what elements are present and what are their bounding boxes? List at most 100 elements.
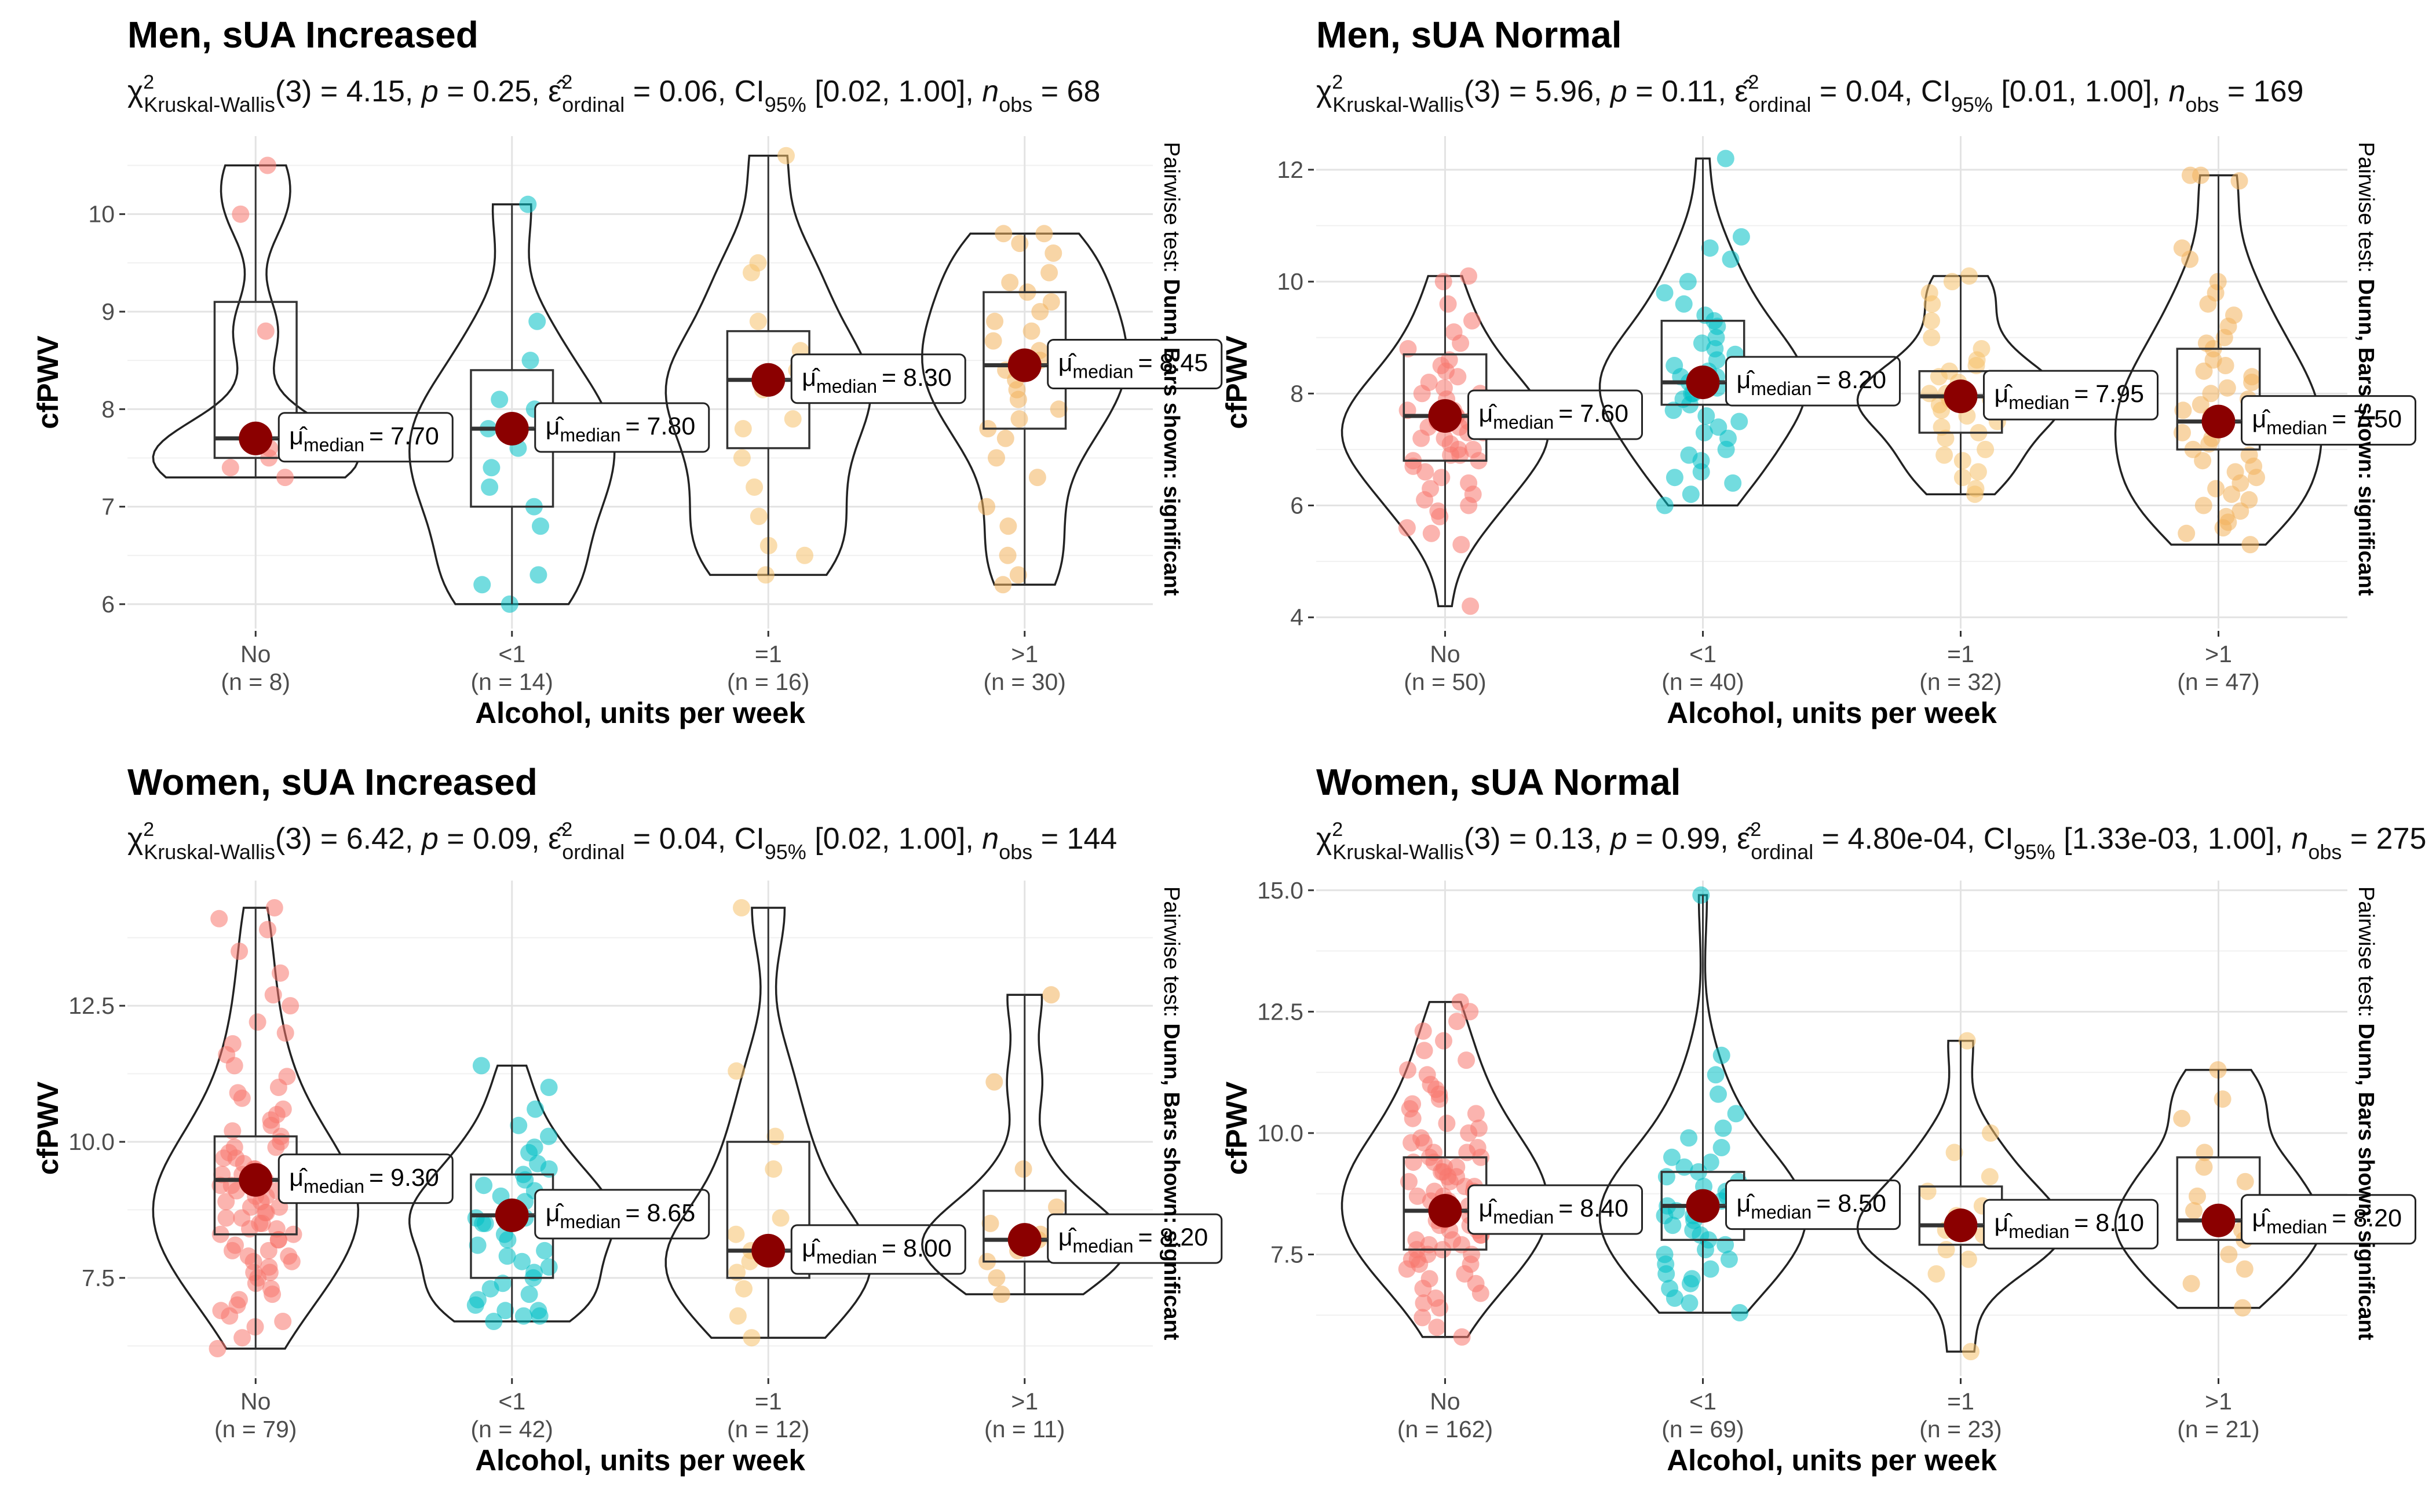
median-label-text: μ̂median = 8.20 [1737, 366, 1886, 399]
side-caption: Pairwise test: Dunn, Bars shown: signifi… [2354, 142, 2378, 596]
median-point [1944, 1208, 1978, 1243]
y-tick-label: 7.5 [82, 1265, 115, 1291]
data-point [1460, 267, 1477, 285]
data-point [1969, 463, 1987, 481]
chi-superscript: 2 [1332, 819, 1343, 841]
data-point [1441, 1173, 1459, 1190]
data-point [1048, 1198, 1065, 1216]
data-point [2181, 250, 2199, 268]
data-point [1977, 440, 1995, 458]
p-symbol: p [421, 75, 439, 108]
median-point [2201, 404, 2236, 439]
mu-subscript: median [1493, 1207, 1554, 1228]
data-point [1937, 1241, 1955, 1259]
caption-prefix: Pairwise test: [1159, 886, 1184, 1024]
mu-subscript: median [1493, 412, 1554, 433]
data-point [728, 1263, 746, 1281]
data-point [472, 1057, 490, 1075]
data-point [476, 1214, 494, 1232]
median-label-leader [1040, 363, 1048, 366]
median-label-leader [272, 1178, 279, 1181]
median-label: μ̂median = 8.30 [784, 353, 966, 404]
data-point [1657, 1168, 1675, 1186]
epsilon-subscript: ordinal [562, 840, 624, 864]
data-point [728, 1062, 746, 1080]
median-label-text: μ̂median = 7.60 [1479, 400, 1628, 433]
data-point [992, 1285, 1010, 1303]
data-point [481, 1280, 499, 1298]
data-point [2173, 1109, 2191, 1127]
data-point [986, 312, 1004, 330]
median-label-text: μ̂median = 8.20 [2252, 1204, 2402, 1237]
data-point [988, 449, 1005, 467]
data-point [1958, 1032, 1976, 1050]
x-tick-label: No [1430, 1388, 1460, 1415]
median-label: μ̂median = 8.50 [1719, 1179, 1901, 1230]
median-point [1944, 379, 1978, 414]
data-point [766, 1127, 784, 1145]
data-point [532, 517, 549, 535]
median-label-text: μ̂median = 7.70 [289, 422, 439, 455]
median-label-leader [2234, 1218, 2242, 1221]
median-label-box [2241, 1194, 2416, 1245]
mu-subscript: median [304, 434, 364, 455]
y-tick-label: 10.0 [68, 1128, 115, 1155]
panel-title: Men, sUA Normal [1316, 14, 1622, 56]
data-point [749, 312, 767, 330]
data-point [276, 469, 294, 487]
median-point [751, 363, 786, 397]
data-point [1663, 1148, 1681, 1166]
x-axis-label: Alcohol, units per week [1667, 1444, 1997, 1477]
panel-subtitle: χ2 Kruskal-Wallis(3) = 0.13, p = 0.99, ε̂… [1316, 819, 2426, 864]
x-tick-count: (n = 16) [727, 669, 809, 695]
median-label-leader [784, 1248, 792, 1251]
chi-subscript: Kruskal-Wallis [144, 840, 275, 864]
caption-prefix: Pairwise test: [2354, 142, 2378, 279]
data-point [1707, 1066, 1725, 1084]
data-point [999, 546, 1017, 564]
median-label-leader [1040, 1238, 1048, 1241]
sample-size: = 68 [1032, 75, 1100, 108]
data-point [727, 1225, 745, 1243]
data-point [510, 1116, 528, 1134]
data-point [978, 498, 996, 516]
data-point [2181, 166, 2199, 184]
median-label: μ̂median = 7.70 [272, 412, 454, 463]
median-label: μ̂median = 8.40 [1461, 1184, 1643, 1235]
panel-subtitle: χ2 Kruskal-Wallis(3) = 4.15, p = 0.25, ε̂… [127, 71, 1100, 116]
data-point [249, 1013, 266, 1031]
median-label-leader [1977, 395, 1984, 397]
median-label: μ̂median = 8.10 [1977, 1199, 2159, 1250]
y-tick-label: 8 [101, 396, 115, 422]
data-point [1927, 1265, 1945, 1283]
data-point [258, 156, 276, 174]
x-tick-label: <1 [498, 1388, 525, 1415]
sample-size: = 144 [1032, 822, 1117, 856]
data-point [1933, 401, 1951, 419]
y-tick-label: 9 [101, 298, 115, 325]
n-subscript: obs [2185, 93, 2219, 116]
median-label: μ̂median = 7.80 [528, 402, 710, 453]
data-point [1439, 295, 1457, 313]
x-tick-label: >1 [1011, 641, 1038, 667]
y-tick-label: 4 [1290, 604, 1303, 631]
data-point [241, 1220, 258, 1238]
data-point [1404, 1109, 1422, 1127]
p-value: = 0.11, [1627, 75, 1735, 108]
data-point [257, 322, 275, 340]
side-caption: Pairwise test: Dunn, Bars shown: signifi… [2354, 886, 2378, 1341]
data-point [259, 921, 276, 938]
x-tick-label: No [240, 1388, 271, 1415]
data-point [2207, 480, 2225, 498]
n-subscript: obs [999, 840, 1032, 864]
n-symbol: n [982, 75, 999, 108]
data-point [1399, 340, 1417, 357]
data-point [746, 478, 764, 496]
data-point [1693, 334, 1711, 352]
confidence-interval: [0.02, 1.00], [806, 822, 983, 856]
x-axis-label: Alcohol, units per week [475, 696, 805, 729]
data-point [733, 449, 751, 467]
median-label-leader [1719, 381, 1726, 383]
median-label-leader [272, 436, 279, 439]
data-point [2220, 1246, 2238, 1263]
